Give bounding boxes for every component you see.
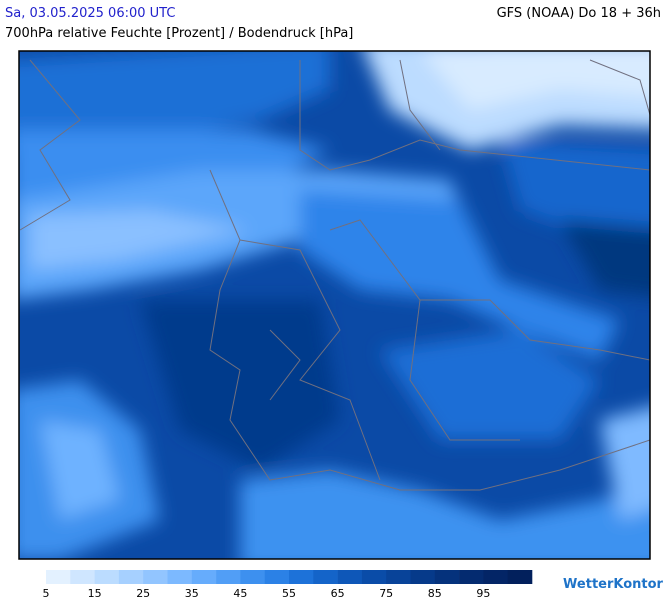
humidity-field: [19, 51, 650, 559]
legend-swatch: [70, 570, 95, 584]
datetime: Sa, 03.05.2025 06:00 UTC: [5, 6, 176, 21]
model-run: GFS (NOAA) Do 18 + 36h: [496, 6, 661, 21]
legend-tick-label: 85: [428, 587, 442, 600]
legend-swatch: [118, 570, 144, 584]
legend-swatch: [143, 570, 168, 584]
legend-tick-label: 35: [185, 587, 199, 600]
subtitle: 700hPa relative Feuchte [Prozent] / Bode…: [5, 26, 354, 41]
legend-swatch: [459, 570, 484, 584]
legend-swatch: [361, 570, 387, 584]
legend-swatch: [434, 570, 460, 584]
map-frame: [18, 50, 651, 560]
legend-tick-label: 55: [282, 587, 296, 600]
legend-tick-label: 5: [43, 587, 50, 600]
legend-tick-label: 15: [88, 587, 102, 600]
legend-swatch: [386, 570, 411, 584]
legend-tick-label: 75: [379, 587, 393, 600]
legend-swatch: [94, 570, 120, 584]
legend-swatch: [264, 570, 290, 584]
legend: 5 15 25 35 45 55 65 75 85 95: [43, 570, 533, 600]
legend-swatch: [313, 570, 338, 584]
legend-swatch: [240, 570, 265, 584]
legend-swatch: [191, 570, 217, 584]
legend-swatch: [46, 570, 71, 584]
borders: [19, 59, 650, 491]
legend-swatch: [337, 570, 363, 584]
legend-swatch: [483, 570, 508, 584]
legend-tick-label: 45: [233, 587, 247, 600]
legend-swatch: [167, 570, 193, 584]
logo: WetterKontor: [563, 577, 664, 592]
legend-swatch: [507, 570, 533, 584]
legend-tick-label: 25: [136, 587, 150, 600]
legend-swatch: [289, 570, 314, 584]
legend-tick-label: 95: [476, 587, 490, 600]
legend-swatch: [410, 570, 436, 584]
legend-tick-label: 65: [331, 587, 345, 600]
legend-swatch: [216, 570, 241, 584]
